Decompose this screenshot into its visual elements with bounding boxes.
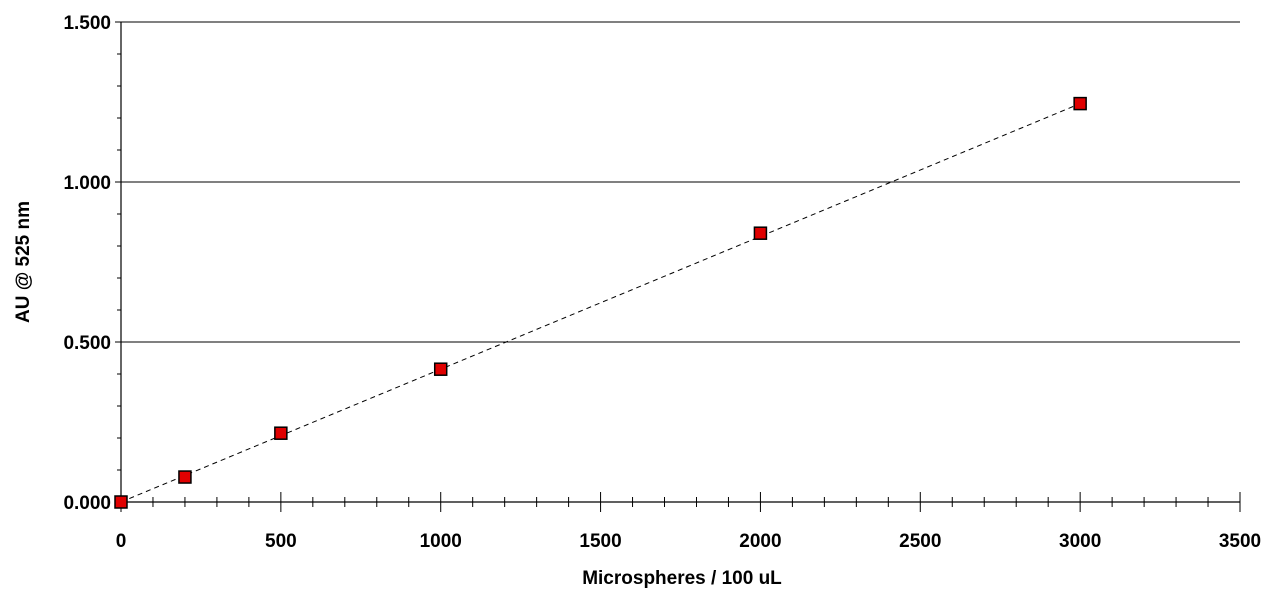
y-tick-label: 0.500: [63, 333, 111, 354]
y-tick-label: 0.000: [63, 493, 111, 514]
x-tick-label: 1000: [420, 531, 462, 552]
gridlines: [121, 21, 1240, 343]
x-tick-label: 0: [116, 531, 127, 552]
data-point: [178, 470, 192, 484]
data-point: [753, 226, 768, 240]
data-point: [114, 495, 128, 509]
trendline-layer: [120, 103, 1081, 503]
data-point: [433, 362, 448, 376]
x-axis-title: Microspheres / 100 uL: [582, 568, 782, 589]
data-point: [274, 426, 288, 440]
x-tick-label: 500: [265, 531, 297, 552]
data-point: [1073, 96, 1087, 111]
x-tick-label: 2500: [899, 531, 941, 552]
x-tick-label: 1500: [579, 531, 621, 552]
axes: [115, 21, 1241, 512]
tick-labels: 0.000 0.500 1.000 1.500 0 500 1000 1500 2000 2500…: [63, 13, 1261, 552]
x-tick-label: 3500: [1219, 531, 1261, 552]
trendline: [120, 103, 1081, 503]
x-tick-label: 2000: [739, 531, 781, 552]
data-points: [114, 96, 1087, 509]
y-tick-label: 1.500: [63, 13, 111, 34]
y-axis-title: AU @ 525 nm: [13, 201, 34, 323]
x-tick-label: 3000: [1059, 531, 1101, 552]
y-tick-label: 1.000: [63, 173, 111, 194]
